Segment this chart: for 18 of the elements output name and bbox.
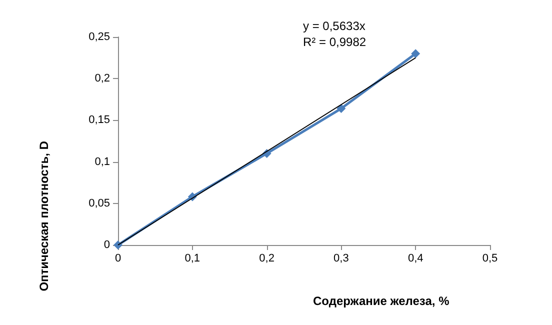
y-tick-label: 0,2 bbox=[94, 72, 110, 85]
text: y = 0,5633x bbox=[303, 19, 366, 33]
x-tick-label: 0,3 bbox=[334, 252, 349, 264]
y-tick-label: 0,1 bbox=[94, 156, 110, 168]
x-tick-label: 0 bbox=[114, 252, 122, 264]
x-tick-label: 0,5 bbox=[482, 252, 498, 264]
point bbox=[336, 104, 346, 114]
point bbox=[411, 49, 420, 58]
y-tick-label: 0,15 bbox=[88, 114, 110, 126]
x-tick-label: 0,4 bbox=[408, 252, 424, 264]
x-tick-label: 0,2 bbox=[259, 252, 274, 264]
x-tick-label: 0,1 bbox=[184, 252, 200, 264]
annotation: R² = 0,9982 bbox=[303, 35, 366, 49]
x-axis-title: Содержание железа, % bbox=[313, 294, 450, 308]
y-axis-title: Оптическая плотность, D bbox=[37, 140, 51, 292]
y-tick-label: 0 bbox=[104, 239, 110, 251]
y-tick-label: 0,05 bbox=[88, 197, 110, 210]
y-tick-label: 0,25 bbox=[88, 31, 110, 43]
